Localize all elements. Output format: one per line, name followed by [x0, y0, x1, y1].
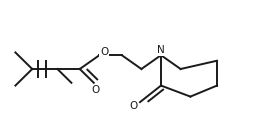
Text: O: O	[91, 85, 99, 95]
Text: O: O	[100, 47, 108, 57]
Text: O: O	[129, 101, 137, 111]
Text: N: N	[157, 45, 165, 55]
